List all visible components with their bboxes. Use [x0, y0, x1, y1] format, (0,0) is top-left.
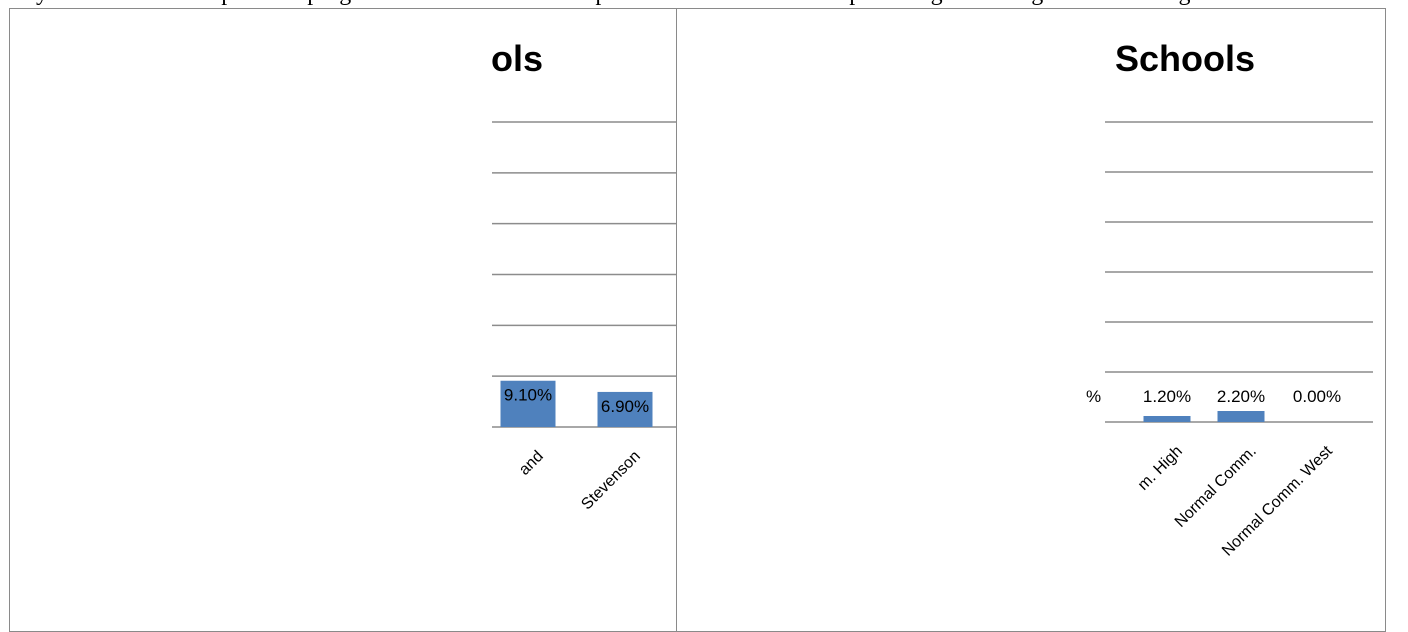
bars — [500, 380, 653, 427]
category-labels: and Stevenson — [516, 448, 644, 513]
bar-value-label: 9.10% — [504, 386, 552, 405]
chart-title: ols — [491, 38, 543, 79]
bar-value-label: % — [1086, 387, 1101, 406]
bar-value-label: 1.20% — [1143, 387, 1191, 406]
value-labels: 9.10% 6.90% — [504, 386, 649, 416]
gridlines — [492, 121, 676, 428]
bar-value-label: 2.20% — [1217, 387, 1265, 406]
bar — [1217, 411, 1265, 422]
chart-panel-right: Schools % 1.20% 2.20% 0.00% m. High Normal C… — [676, 8, 1386, 632]
page-header-text: ... by school district as part of a prog… — [0, 0, 1408, 8]
bar-chart-left: ols 9.10% 6.90% and Stevenson — [491, 38, 676, 513]
category-label: Stevenson — [578, 448, 643, 513]
bar-value-label: 0.00% — [1293, 387, 1341, 406]
bar — [597, 391, 653, 427]
category-label: m. High — [1135, 443, 1186, 494]
chart-title: Schools — [1115, 38, 1255, 79]
gridlines — [1105, 121, 1373, 423]
bar — [1143, 416, 1191, 422]
chart-panel-left: ols 9.10% 6.90% and Stevenson — [9, 8, 677, 632]
value-labels: % 1.20% 2.20% 0.00% — [1086, 387, 1341, 406]
category-label: and — [516, 448, 547, 479]
bar-value-label: 6.90% — [601, 397, 649, 416]
category-label: Normal Comm. — [1172, 443, 1260, 531]
bars — [1143, 411, 1265, 422]
bar — [500, 380, 556, 427]
